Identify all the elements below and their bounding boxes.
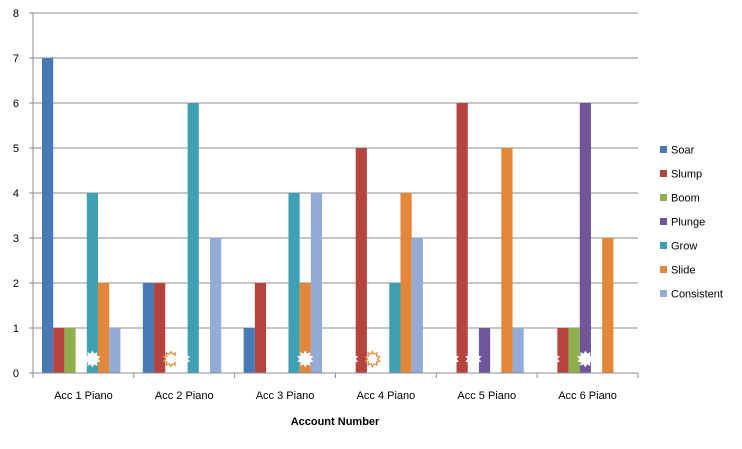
x-tick-label: Acc 1 Piano (54, 390, 113, 402)
legend-swatch-grow (660, 242, 667, 249)
bar-consistent-1 (109, 328, 121, 373)
legend-label-consistent: Consistent (671, 289, 723, 301)
y-tick-label: 1 (13, 323, 19, 335)
y-tick-label: 6 (13, 98, 19, 110)
bar-slump-4 (355, 148, 367, 373)
x-tick-label: Acc 2 Piano (155, 390, 214, 402)
axes (32, 13, 639, 378)
y-tick-label: 5 (13, 143, 19, 155)
y-tick-label: 3 (13, 233, 19, 245)
legend-label-boom: Boom (671, 193, 700, 205)
burst-icon (465, 350, 482, 368)
y-tick-label: 4 (13, 188, 19, 200)
y-tick-label: 2 (13, 278, 19, 290)
bar-slump-3 (254, 283, 267, 373)
x-axis-title: Account Number (291, 416, 380, 428)
bar-consistent-4 (411, 238, 423, 373)
legend-label-slide: Slide (671, 265, 695, 277)
bar-slump-2 (154, 283, 166, 373)
bar-plunge-5 (478, 328, 491, 373)
burst-icon (364, 350, 381, 368)
x-tick-label: Acc 5 Piano (457, 390, 516, 402)
legend-label-soar: Soar (671, 145, 695, 157)
bar-consistent-5 (512, 328, 524, 373)
bar-consistent-2 (210, 238, 222, 373)
bar-slide-3 (299, 283, 311, 373)
bar-boom-6 (568, 328, 580, 373)
burst-icon (84, 350, 101, 368)
burst-markers (84, 350, 594, 368)
legend-label-plunge: Plunge (671, 217, 705, 229)
legend-swatch-soar (660, 146, 667, 153)
y-tick-label: 8 (13, 8, 19, 20)
bar-consistent-3 (310, 193, 323, 373)
bar-grow-2 (187, 103, 199, 373)
y-tick-label: 0 (13, 368, 19, 380)
bar-grow-3 (288, 193, 300, 373)
bar-slump-6 (557, 328, 569, 373)
bar-grow-1 (86, 193, 98, 373)
bar-grow-4 (389, 283, 401, 373)
burst-icon (543, 350, 560, 368)
bar-soar-3 (243, 328, 255, 373)
bars (42, 58, 614, 373)
legend-swatch-slide (660, 266, 667, 273)
y-tick-labels: 0 1 2 3 4 5 6 7 8 (13, 8, 19, 380)
bar-soar-1 (42, 58, 54, 373)
x-tick-label: Acc 3 Piano (256, 390, 315, 402)
gridlines (29, 12, 638, 374)
bar-slump-1 (53, 328, 65, 373)
burst-icon (342, 350, 359, 368)
x-tick-labels: Acc 1 Piano Acc 2 Piano Acc 3 Piano Acc 4 P… (54, 390, 617, 402)
legend-swatch-boom (660, 194, 667, 201)
bar-slide-4 (400, 193, 412, 373)
legend-label-slump: Slump (671, 169, 702, 181)
burst-icon (297, 350, 314, 368)
bar-soar-2 (142, 283, 155, 373)
burst-icon (162, 350, 180, 368)
bar-slide-6 (602, 238, 614, 373)
burst-icon (577, 350, 594, 368)
legend-swatch-slump (660, 170, 667, 177)
bar-slide-1 (98, 283, 110, 373)
burst-icon (442, 350, 460, 368)
legend-label-grow: Grow (671, 241, 697, 253)
legend: Soar Slump Boom Plunge Grow Slide Consistent (660, 145, 723, 301)
bar-slump-5 (456, 103, 468, 373)
bar-boom-1 (64, 328, 76, 373)
bar-slide-5 (501, 148, 513, 373)
x-tick-label: Acc 4 Piano (357, 390, 416, 402)
x-tick-label: Acc 6 Piano (558, 390, 617, 402)
bar-plunge-6 (579, 103, 591, 373)
burst-icon (173, 350, 191, 368)
y-tick-label: 7 (13, 53, 19, 65)
legend-swatch-plunge (660, 218, 667, 225)
legend-swatch-consistent (660, 290, 667, 297)
